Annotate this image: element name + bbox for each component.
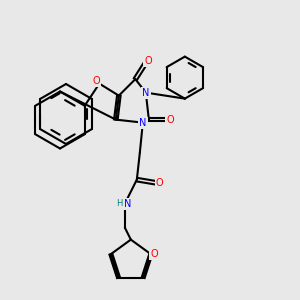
Text: N: N	[142, 88, 149, 98]
Text: O: O	[155, 178, 163, 188]
Text: O: O	[92, 76, 100, 85]
Text: H: H	[116, 199, 122, 208]
Text: N: N	[139, 118, 146, 128]
Text: N: N	[124, 199, 131, 208]
Text: O: O	[166, 115, 174, 124]
Text: O: O	[150, 249, 158, 259]
Text: O: O	[144, 56, 152, 66]
